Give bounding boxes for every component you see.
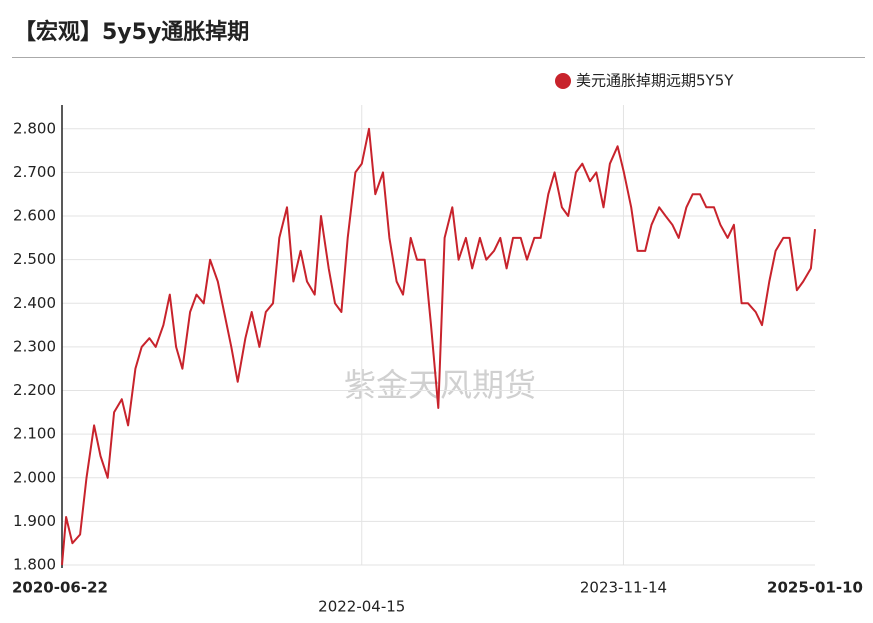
chart-title: 【宏观】5y5y通胀掉期	[14, 19, 249, 45]
x-axis-start-label: 2020-06-22	[12, 579, 108, 597]
legend-label: 美元通胀掉期远期5Y5Y	[576, 72, 734, 90]
y-tick-label: 2.300	[13, 337, 56, 355]
y-tick-label: 2.000	[13, 468, 56, 486]
y-tick-label: 1.800	[13, 556, 56, 574]
y-tick-label: 1.900	[13, 512, 56, 530]
x-tick-label: 2022-04-15	[318, 598, 405, 616]
y-tick-label: 2.600	[13, 207, 56, 225]
x-axis-end-label: 2025-01-10	[767, 579, 863, 597]
legend-marker	[555, 73, 571, 89]
y-tick-label: 2.500	[13, 250, 56, 268]
y-tick-label: 2.200	[13, 381, 56, 399]
y-tick-label: 2.100	[13, 425, 56, 443]
data-line	[61, 127, 816, 566]
y-tick-label: 2.800	[13, 119, 56, 137]
y-tick-label: 2.400	[13, 294, 56, 312]
x-tick-label: 2023-11-14	[580, 579, 667, 597]
y-tick-label: 2.700	[13, 163, 56, 181]
